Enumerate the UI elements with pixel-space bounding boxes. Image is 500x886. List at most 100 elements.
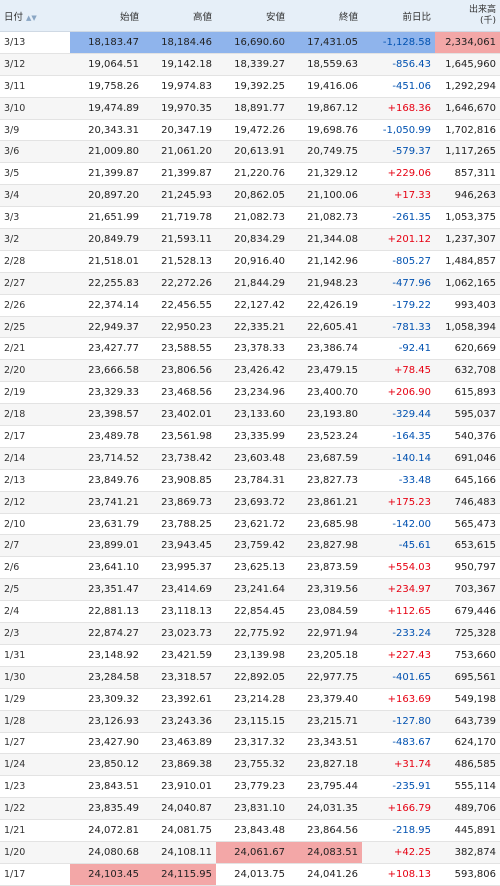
cell-low: 23,317.32 [216,732,289,755]
column-header-volume: 出来高 (千) [435,0,500,32]
cell-date: 1/27 [0,732,70,755]
cell-close: 20,749.75 [289,140,362,164]
table-row: 3/13 18,183.47 18,184.46 16,690.60 17,431.05… [0,31,500,54]
cell-high: 23,561.98 [143,425,216,448]
cell-low: 18,891.77 [216,97,289,120]
cell-high: 19,974.83 [143,75,216,98]
cell-volume: 725,328 [435,622,500,645]
cell-date: 2/5 [0,578,70,602]
cell-open: 22,874.27 [70,622,143,645]
cell-volume: 540,376 [435,425,500,448]
cell-volume: 946,263 [435,184,500,208]
cell-date: 2/7 [0,534,70,558]
column-header-date[interactable]: 日付 ▲▼ [0,0,70,32]
cell-low: 23,755.32 [216,753,289,777]
cell-change: -579.37 [362,140,435,164]
cell-close: 22,426.19 [289,294,362,317]
cell-close: 23,084.59 [289,600,362,624]
cell-open: 23,641.10 [70,556,143,580]
cell-high: 23,806.56 [143,359,216,383]
cell-low: 23,779.23 [216,775,289,799]
cell-date: 1/20 [0,841,70,864]
cell-open: 23,427.77 [70,337,143,361]
column-header-open: 始値 [70,0,143,32]
cell-close: 23,861.21 [289,491,362,514]
cell-date: 3/5 [0,162,70,186]
cell-close: 21,082.73 [289,206,362,230]
cell-volume: 549,198 [435,688,500,711]
cell-date: 3/13 [0,31,70,54]
table-row: 1/17 24,103.45 24,115.95 24,013.75 24,041.26… [0,863,500,886]
cell-volume: 2,334,061 [435,31,500,54]
cell-high: 24,040.87 [143,797,216,821]
cell-change: +234.97 [362,578,435,602]
cell-open: 23,148.92 [70,644,143,667]
sort-icon[interactable]: ▲▼ [26,13,37,22]
cell-volume: 679,446 [435,600,500,624]
cell-close: 23,400.70 [289,381,362,405]
table-row: 2/17 23,489.78 23,561.98 23,335.99 23,523.24… [0,425,500,448]
cell-volume: 1,117,265 [435,140,500,164]
cell-high: 23,463.89 [143,732,216,755]
cell-volume: 445,891 [435,819,500,842]
table-row: 2/13 23,849.76 23,908.85 23,784.31 23,827.73… [0,469,500,492]
cell-open: 22,255.83 [70,272,143,295]
cell-open: 23,329.33 [70,381,143,405]
cell-high: 22,950.23 [143,316,216,339]
cell-change: -33.48 [362,469,435,492]
cell-change: +78.45 [362,359,435,383]
cell-high: 21,399.87 [143,162,216,186]
cell-low: 21,220.76 [216,162,289,186]
cell-low: 22,854.45 [216,600,289,624]
cell-date: 2/14 [0,447,70,470]
cell-low: 23,378.33 [216,337,289,361]
cell-change: +227.43 [362,644,435,667]
cell-open: 21,651.99 [70,206,143,230]
cell-open: 18,183.47 [70,31,143,54]
cell-change: -329.44 [362,403,435,427]
cell-change: -451.06 [362,75,435,98]
cell-change: -1,128.58 [362,31,435,54]
cell-close: 23,479.15 [289,359,362,383]
cell-low: 19,472.26 [216,119,289,142]
date-header-label: 日付 [4,11,24,23]
cell-close: 23,523.24 [289,425,362,448]
cell-date: 2/4 [0,600,70,624]
cell-date: 1/17 [0,863,70,886]
cell-volume: 489,706 [435,797,500,821]
cell-date: 2/25 [0,316,70,339]
cell-open: 20,849.79 [70,228,143,251]
cell-high: 23,421.59 [143,644,216,667]
cell-open: 23,351.47 [70,578,143,602]
cell-open: 23,398.57 [70,403,143,427]
cell-volume: 950,797 [435,556,500,580]
cell-date: 2/6 [0,556,70,580]
table-row: 1/29 23,309.32 23,392.61 23,214.28 23,379.40… [0,688,500,711]
cell-close: 18,559.63 [289,53,362,76]
cell-date: 1/29 [0,688,70,711]
cell-low: 23,831.10 [216,797,289,821]
column-header-low: 安値 [216,0,289,32]
cell-date: 2/10 [0,513,70,536]
cell-low: 22,892.05 [216,666,289,689]
cell-low: 20,862.05 [216,184,289,208]
cell-close: 23,343.51 [289,732,362,755]
table-row: 3/12 19,064.51 19,142.18 18,339.27 18,559.63… [0,53,500,76]
cell-low: 23,139.98 [216,644,289,667]
cell-close: 22,977.75 [289,666,362,689]
cell-low: 19,392.25 [216,75,289,98]
cell-change: +229.06 [362,162,435,186]
cell-open: 19,758.26 [70,75,143,98]
cell-low: 21,082.73 [216,206,289,230]
cell-low: 23,843.48 [216,819,289,842]
cell-high: 19,142.18 [143,53,216,76]
table-row: 3/10 19,474.89 19,970.35 18,891.77 19,867.12… [0,97,500,120]
cell-close: 23,687.59 [289,447,362,470]
cell-date: 2/13 [0,469,70,492]
cell-close: 21,100.06 [289,184,362,208]
cell-close: 22,971.94 [289,622,362,645]
cell-high: 23,023.73 [143,622,216,645]
cell-close: 19,698.76 [289,119,362,142]
cell-change: -235.91 [362,775,435,799]
table-row: 2/14 23,714.52 23,738.42 23,603.48 23,687.59… [0,447,500,470]
